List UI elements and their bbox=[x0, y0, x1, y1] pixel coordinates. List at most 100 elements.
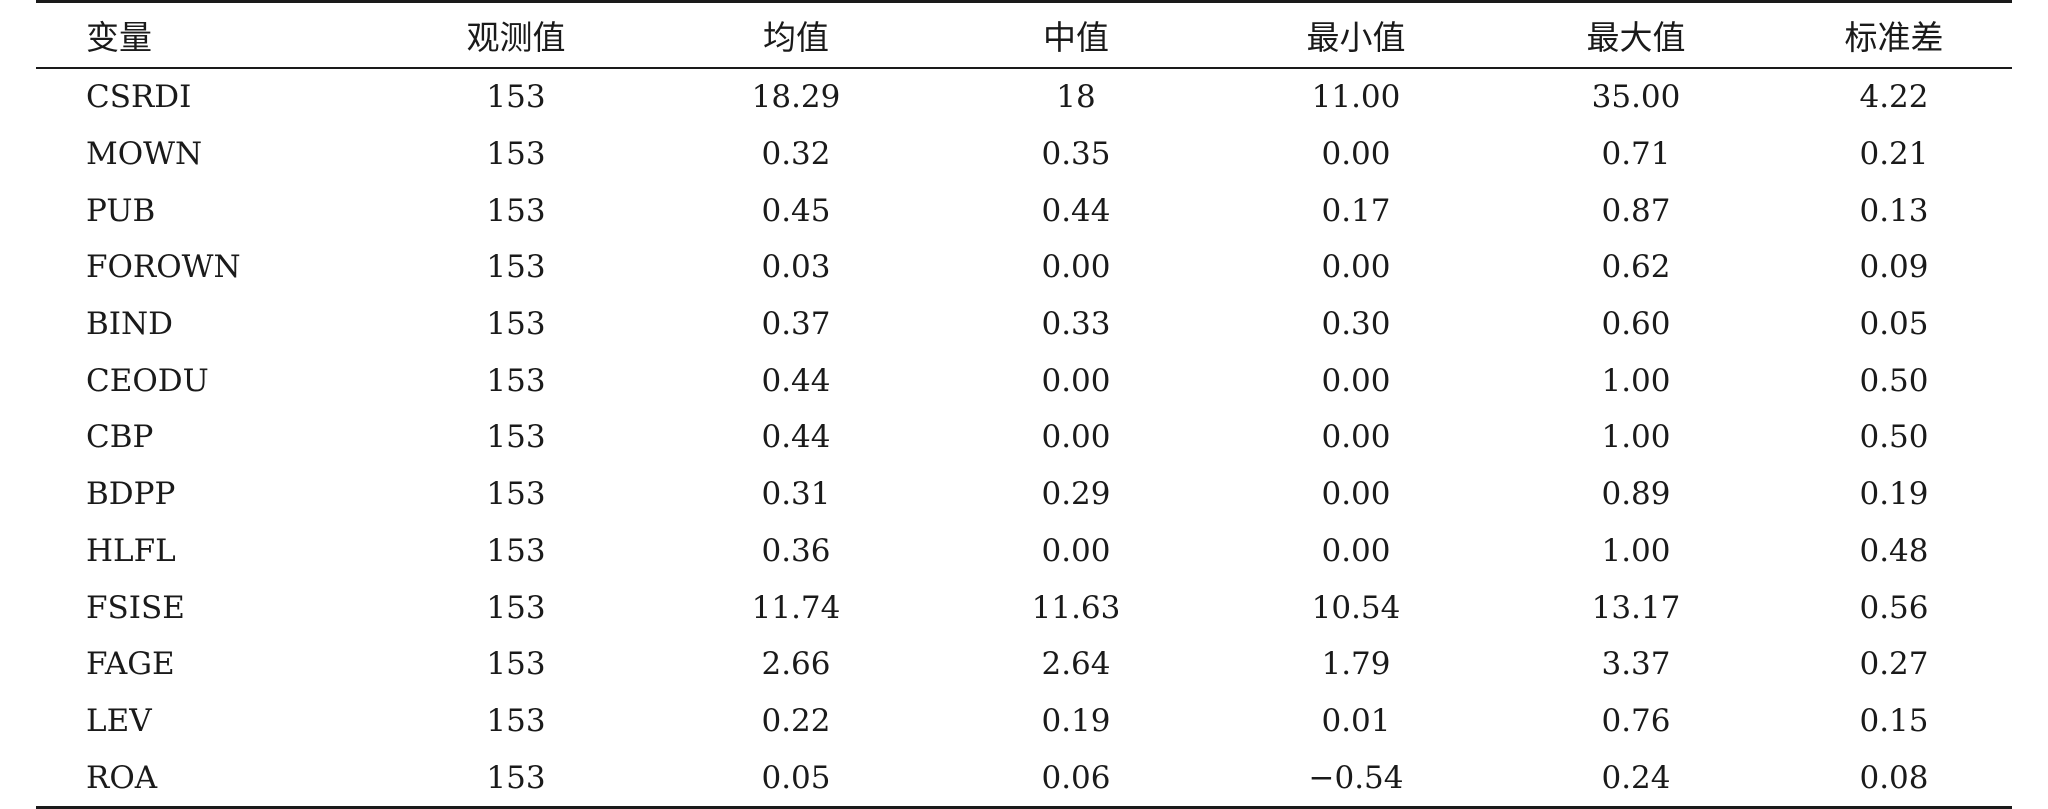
cell-std: 0.48 bbox=[1859, 532, 1929, 569]
cell-median: 0.00 bbox=[1041, 249, 1111, 286]
cell-std: 0.50 bbox=[1859, 362, 1929, 399]
table-row: BDPP 153 0.31 0.29 0.00 0.89 0.19 bbox=[36, 466, 2012, 523]
header-row: 变量 观测值 均值 中值 最小值 最大值 标准差 bbox=[36, 0, 2012, 69]
cell-mean: 0.22 bbox=[761, 702, 831, 739]
cell-min: 0.00 bbox=[1321, 532, 1391, 569]
cell-median: 11.63 bbox=[1031, 589, 1121, 626]
cell-std: 0.21 bbox=[1859, 136, 1929, 173]
cell-max: 0.89 bbox=[1601, 476, 1671, 513]
cell-variable: PUB bbox=[86, 192, 156, 229]
cell-median: 0.19 bbox=[1041, 702, 1111, 739]
cell-variable: CEODU bbox=[86, 362, 209, 399]
cell-min: −0.54 bbox=[1216, 749, 1496, 809]
cell-mean: 0.31 bbox=[761, 476, 831, 513]
cell-std: 0.05 bbox=[1859, 306, 1929, 343]
cell-observations: 153 bbox=[486, 702, 546, 739]
cell-mean: 0.37 bbox=[761, 306, 831, 343]
cell-mean: 11.74 bbox=[751, 589, 841, 626]
table-row: MOWN 153 0.32 0.35 0.00 0.71 0.21 bbox=[36, 126, 2012, 183]
header-mean: 均值 bbox=[656, 0, 936, 69]
cell-min: 0.00 bbox=[1321, 362, 1391, 399]
cell-median: 0.00 bbox=[1041, 532, 1111, 569]
cell-max: 1.00 bbox=[1601, 419, 1671, 456]
cell-variable: FAGE bbox=[86, 646, 175, 683]
table-row: CEODU 153 0.44 0.00 0.00 1.00 0.50 bbox=[36, 352, 2012, 409]
cell-median: 0.06 bbox=[936, 749, 1216, 809]
header-max: 最大值 bbox=[1496, 0, 1776, 69]
cell-observations: 153 bbox=[486, 646, 546, 683]
cell-variable: BIND bbox=[86, 306, 174, 343]
cell-median: 0.00 bbox=[1041, 362, 1111, 399]
cell-min: 1.79 bbox=[1321, 646, 1391, 683]
cell-max: 0.71 bbox=[1601, 136, 1671, 173]
cell-observations: 153 bbox=[376, 749, 656, 809]
cell-mean: 0.44 bbox=[761, 419, 831, 456]
cell-std: 0.08 bbox=[1776, 749, 2012, 809]
cell-max: 0.76 bbox=[1601, 702, 1671, 739]
cell-median: 0.29 bbox=[1041, 476, 1111, 513]
cell-observations: 153 bbox=[486, 79, 546, 116]
cell-max: 1.00 bbox=[1601, 532, 1671, 569]
descriptive-statistics-table: 变量 观测值 均值 中值 最小值 最大值 标准差 CSRDI 153 18.29… bbox=[36, 0, 2012, 809]
cell-observations: 153 bbox=[486, 362, 546, 399]
header-median: 中值 bbox=[936, 0, 1216, 69]
cell-median: 0.35 bbox=[1041, 136, 1111, 173]
cell-std: 0.09 bbox=[1859, 249, 1929, 286]
cell-median: 0.00 bbox=[1041, 419, 1111, 456]
cell-observations: 153 bbox=[486, 476, 546, 513]
cell-min: 0.00 bbox=[1321, 419, 1391, 456]
cell-variable: CBP bbox=[86, 419, 154, 456]
cell-mean: 0.32 bbox=[761, 136, 831, 173]
cell-observations: 153 bbox=[486, 589, 546, 626]
cell-variable: BDPP bbox=[86, 476, 176, 513]
table-row: LEV 153 0.22 0.19 0.01 0.76 0.15 bbox=[36, 693, 2012, 750]
cell-mean: 0.03 bbox=[761, 249, 831, 286]
cell-min: 0.30 bbox=[1321, 306, 1391, 343]
table-row: BIND 153 0.37 0.33 0.30 0.60 0.05 bbox=[36, 296, 2012, 353]
cell-max: 13.17 bbox=[1591, 589, 1681, 626]
cell-median: 2.64 bbox=[1041, 646, 1111, 683]
cell-variable: FSISE bbox=[86, 589, 185, 626]
table-row: PUB 153 0.45 0.44 0.17 0.87 0.13 bbox=[36, 182, 2012, 239]
table-row: CSRDI 153 18.29 18 11.00 35.00 4.22 bbox=[36, 68, 2012, 126]
table-row: FAGE 153 2.66 2.64 1.79 3.37 0.27 bbox=[36, 636, 2012, 693]
cell-observations: 153 bbox=[486, 419, 546, 456]
cell-min: 0.17 bbox=[1321, 192, 1391, 229]
cell-max: 0.60 bbox=[1601, 306, 1671, 343]
table-row: FSISE 153 11.74 11.63 10.54 13.17 0.56 bbox=[36, 579, 2012, 636]
cell-std: 4.22 bbox=[1859, 79, 1929, 116]
cell-observations: 153 bbox=[486, 192, 546, 229]
cell-observations: 153 bbox=[486, 249, 546, 286]
cell-mean: 2.66 bbox=[761, 646, 831, 683]
cell-min: 0.00 bbox=[1321, 476, 1391, 513]
header-observations: 观测值 bbox=[376, 0, 656, 69]
cell-variable: FOROWN bbox=[86, 249, 241, 286]
cell-variable: LEV bbox=[86, 702, 152, 739]
table-row: HLFL 153 0.36 0.00 0.00 1.00 0.48 bbox=[36, 523, 2012, 580]
cell-max: 0.87 bbox=[1601, 192, 1671, 229]
cell-mean: 0.44 bbox=[761, 362, 831, 399]
cell-max: 0.24 bbox=[1496, 749, 1776, 809]
cell-variable: CSRDI bbox=[86, 79, 192, 116]
cell-observations: 153 bbox=[486, 306, 546, 343]
cell-mean: 0.36 bbox=[761, 532, 831, 569]
header-std: 标准差 bbox=[1776, 0, 2012, 69]
cell-min: 0.00 bbox=[1321, 136, 1391, 173]
cell-mean: 0.45 bbox=[761, 192, 831, 229]
table-row: FOROWN 153 0.03 0.00 0.00 0.62 0.09 bbox=[36, 239, 2012, 296]
cell-max: 0.62 bbox=[1601, 249, 1671, 286]
cell-observations: 153 bbox=[486, 532, 546, 569]
cell-observations: 153 bbox=[486, 136, 546, 173]
cell-std: 0.15 bbox=[1859, 702, 1929, 739]
cell-median: 0.44 bbox=[1041, 192, 1111, 229]
cell-variable: ROA bbox=[36, 749, 376, 809]
cell-min: 0.01 bbox=[1321, 702, 1391, 739]
cell-max: 3.37 bbox=[1601, 646, 1671, 683]
cell-median: 18 bbox=[1056, 79, 1096, 116]
cell-min: 10.54 bbox=[1311, 589, 1401, 626]
header-variable: 变量 bbox=[36, 0, 376, 69]
cell-mean: 18.29 bbox=[751, 79, 841, 116]
table-row: ROA 153 0.05 0.06 −0.54 0.24 0.08 bbox=[36, 749, 2012, 809]
stats-table: 变量 观测值 均值 中值 最小值 最大值 标准差 CSRDI 153 18.29… bbox=[36, 0, 2012, 809]
cell-std: 0.27 bbox=[1859, 646, 1929, 683]
